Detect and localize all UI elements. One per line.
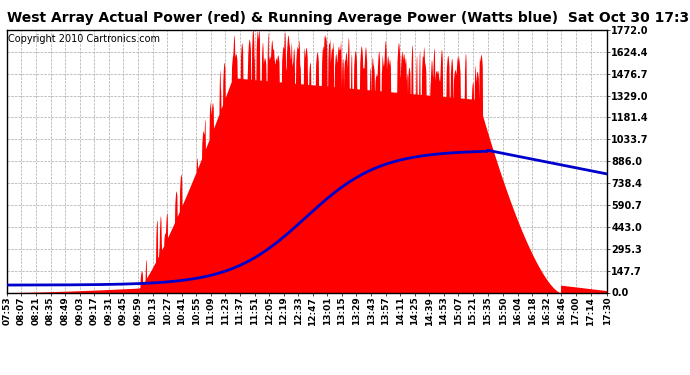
- Text: West Array Actual Power (red) & Running Average Power (Watts blue)  Sat Oct 30 1: West Array Actual Power (red) & Running …: [7, 11, 690, 25]
- Text: Copyright 2010 Cartronics.com: Copyright 2010 Cartronics.com: [8, 34, 160, 44]
